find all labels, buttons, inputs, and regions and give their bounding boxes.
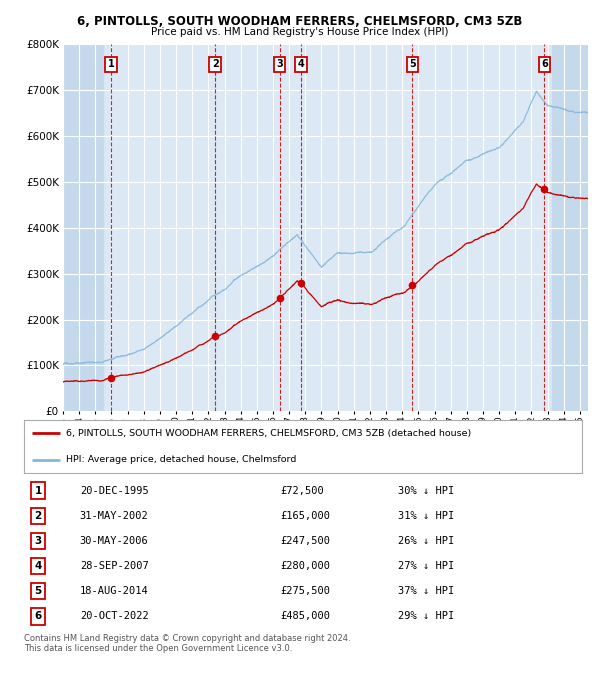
Text: 37% ↓ HPI: 37% ↓ HPI	[398, 586, 454, 596]
Bar	[63, 44, 103, 411]
Text: 20-OCT-2022: 20-OCT-2022	[80, 611, 149, 622]
Text: 2: 2	[212, 59, 218, 69]
Text: 27% ↓ HPI: 27% ↓ HPI	[398, 561, 454, 571]
Text: 26% ↓ HPI: 26% ↓ HPI	[398, 536, 454, 546]
Text: HPI: Average price, detached house, Chelmsford: HPI: Average price, detached house, Chel…	[66, 456, 296, 464]
Text: £72,500: £72,500	[281, 486, 325, 496]
Text: 6: 6	[541, 59, 548, 69]
Text: 30% ↓ HPI: 30% ↓ HPI	[398, 486, 454, 496]
Text: 4: 4	[298, 59, 305, 69]
Text: £275,500: £275,500	[281, 586, 331, 596]
Text: 4: 4	[34, 561, 41, 571]
Text: 3: 3	[34, 536, 41, 546]
Text: 5: 5	[409, 59, 416, 69]
Text: 20-DEC-1995: 20-DEC-1995	[80, 486, 149, 496]
Bar	[553, 44, 588, 411]
Text: 29% ↓ HPI: 29% ↓ HPI	[398, 611, 454, 622]
Text: 2: 2	[34, 511, 41, 521]
Text: 5: 5	[34, 586, 41, 596]
Text: £247,500: £247,500	[281, 536, 331, 546]
Text: 28-SEP-2007: 28-SEP-2007	[80, 561, 149, 571]
Text: 6, PINTOLLS, SOUTH WOODHAM FERRERS, CHELMSFORD, CM3 5ZB: 6, PINTOLLS, SOUTH WOODHAM FERRERS, CHEL…	[77, 15, 523, 28]
Text: 30-MAY-2006: 30-MAY-2006	[80, 536, 149, 546]
Text: £165,000: £165,000	[281, 511, 331, 521]
Text: 3: 3	[276, 59, 283, 69]
Text: Price paid vs. HM Land Registry's House Price Index (HPI): Price paid vs. HM Land Registry's House …	[151, 27, 449, 37]
Text: 31% ↓ HPI: 31% ↓ HPI	[398, 511, 454, 521]
Text: 6, PINTOLLS, SOUTH WOODHAM FERRERS, CHELMSFORD, CM3 5ZB (detached house): 6, PINTOLLS, SOUTH WOODHAM FERRERS, CHEL…	[66, 429, 471, 438]
Text: 18-AUG-2014: 18-AUG-2014	[80, 586, 149, 596]
Text: 1: 1	[107, 59, 115, 69]
Text: £280,000: £280,000	[281, 561, 331, 571]
Text: £485,000: £485,000	[281, 611, 331, 622]
Text: 1: 1	[34, 486, 41, 496]
Text: 31-MAY-2002: 31-MAY-2002	[80, 511, 149, 521]
Text: 6: 6	[34, 611, 41, 622]
Text: Contains HM Land Registry data © Crown copyright and database right 2024.
This d: Contains HM Land Registry data © Crown c…	[24, 634, 350, 653]
